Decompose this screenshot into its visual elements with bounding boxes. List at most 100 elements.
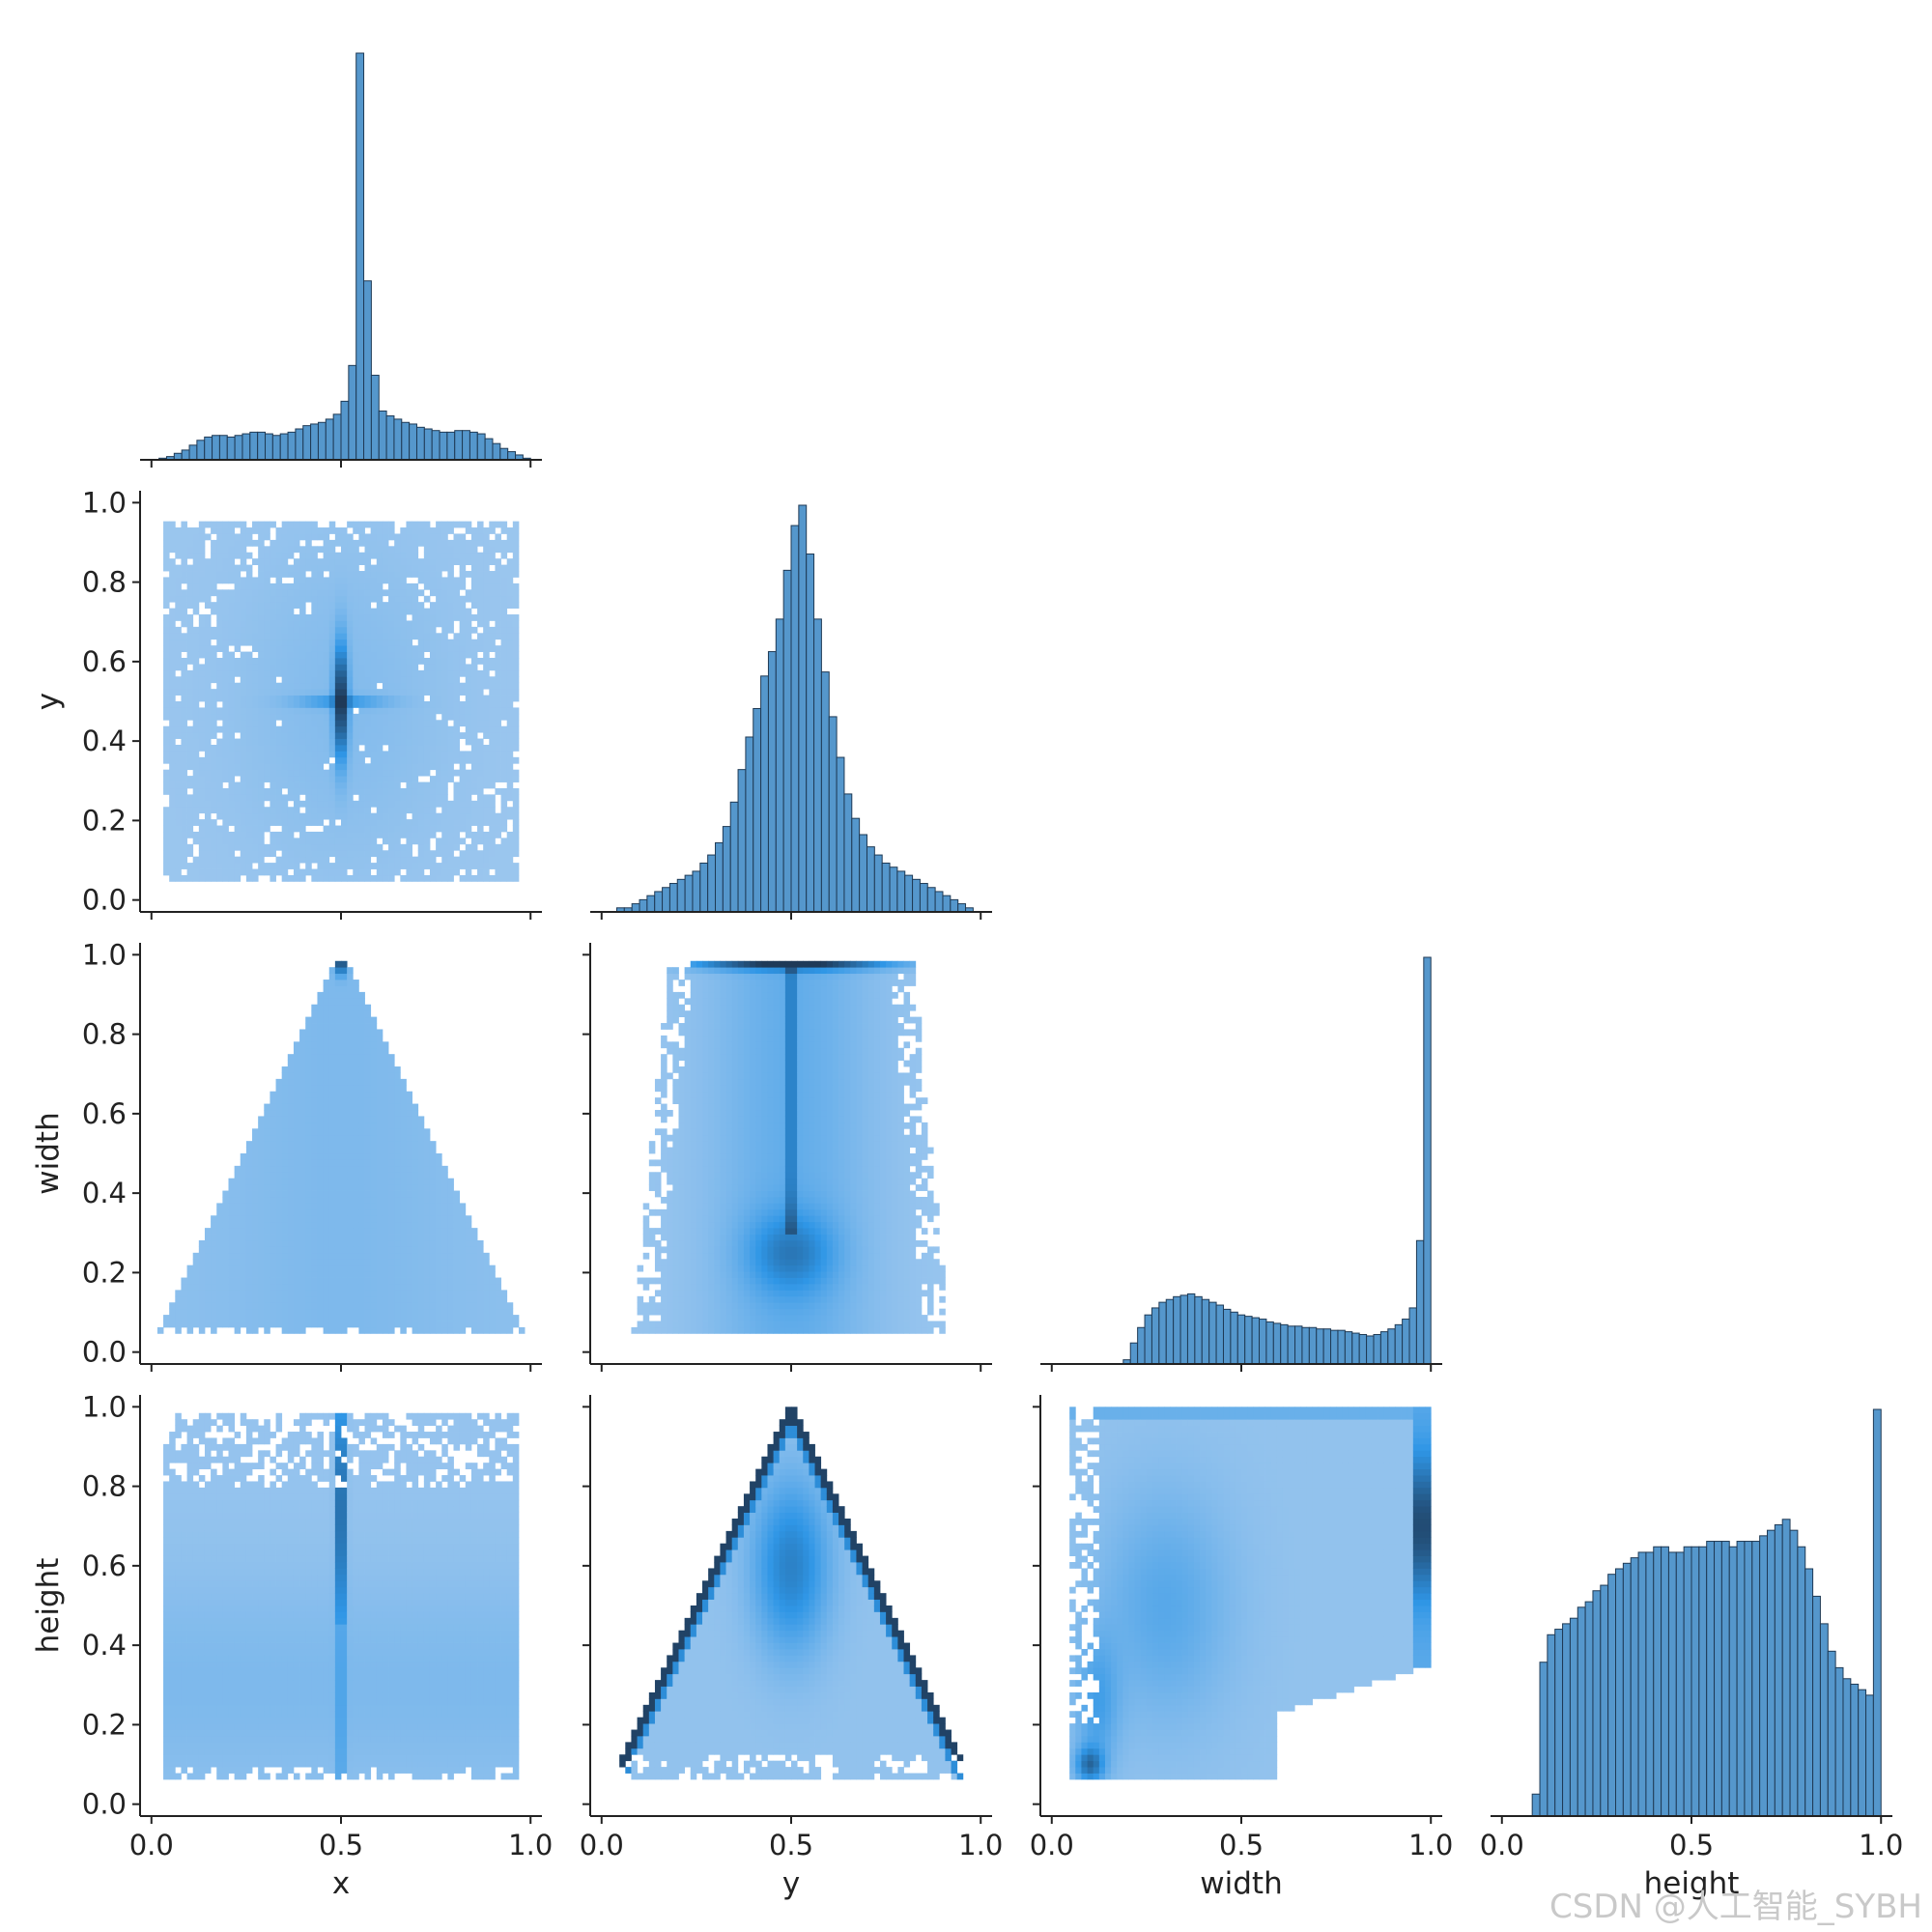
heatmap-cell [245,1208,253,1216]
heatmap-cell [323,1041,330,1049]
heatmap-cell [364,664,372,671]
heatmap-cell [328,738,336,746]
heatmap-cell [281,701,289,708]
heatmap-cell [317,781,324,789]
heatmap-cell [406,1128,412,1136]
heatmap-cell [234,1184,242,1191]
heatmap-cell [293,527,300,534]
heatmap-cell [317,582,324,590]
heatmap-cell [406,1215,412,1223]
heatmap-cell [245,682,253,690]
heatmap-cell [240,608,247,615]
heatmap-cell [264,577,270,584]
heatmap-cell [204,1315,212,1321]
hist-bar-x [385,415,395,461]
heatmap-cell [245,776,253,782]
heatmap-cell [412,1315,419,1321]
heatmap-cell [334,1190,342,1198]
heatmap-cell [275,527,283,534]
heatmap-cell [328,695,336,702]
heatmap-cell [370,738,378,746]
heatmap-cell [228,533,236,541]
heatmap-cell [258,539,265,547]
heatmap-cell [376,751,384,758]
heatmap-cell [281,1283,289,1291]
heatmap-cell [370,1041,378,1049]
heatmap-cell [388,744,395,752]
heatmap-cell [299,608,306,615]
heatmap-cell [192,856,200,864]
heatmap-cell [429,850,437,858]
heatmap-cell [364,1196,372,1204]
heatmap-cell [204,639,212,646]
heatmap-cell [264,521,270,528]
heatmap-cell [281,819,289,826]
heatmap-cell [459,595,467,603]
heatmap-cell [311,527,318,534]
heatmap-cell [216,1290,223,1297]
heatmap-cell [211,787,217,795]
heatmap-cell [305,645,312,652]
heatmap-cell [252,539,259,547]
heatmap-cell [275,558,283,566]
heatmap-cell [459,800,467,808]
heatmap-cell [163,787,170,795]
heatmap-cell [423,658,431,665]
heatmap-cell [400,1271,407,1278]
heatmap-cell [364,1239,372,1247]
heatmap-cell [169,819,176,826]
heatmap-cell [252,1215,259,1223]
heatmap-cell [211,1326,217,1334]
heatmap-cell [495,863,501,869]
heatmap-cell [211,751,217,758]
heatmap-cell [264,1234,270,1241]
heatmap-cell [447,843,454,851]
heatmap-cell [252,626,259,634]
heatmap-cell [423,744,431,752]
heatmap-cell [169,1302,176,1310]
heatmap-cell [447,800,454,808]
heatmap-cell [175,825,182,833]
heatmap-cell [234,1315,242,1321]
heatmap-cell [341,1141,348,1148]
heatmap-cell [394,800,401,808]
heatmap-cell [358,552,365,559]
heatmap-cell [506,787,514,795]
heatmap-cell [216,1203,223,1210]
hist-bar-y [881,862,891,913]
heatmap-cell [228,1184,236,1191]
hist-bar-x [340,400,350,461]
heatmap-cell [406,756,412,764]
heatmap-cell [512,558,520,566]
joint-heatmap-x-y [163,521,520,882]
heatmap-cell [400,701,407,708]
heatmap-cell [305,1041,312,1049]
heatmap-cell [376,1215,384,1223]
heatmap-cell [429,738,437,746]
hist-bar-y [767,651,777,913]
heatmap-cell [204,1271,212,1278]
heatmap-cell [417,1321,425,1328]
heatmap-cell [394,1085,401,1093]
heatmap-cell [364,1153,372,1160]
heatmap-cell [216,564,223,572]
heatmap-cell [204,850,212,858]
heatmap-cell [192,533,200,541]
heatmap-cell [181,614,187,621]
heatmap-cell [347,1153,354,1160]
heatmap-cell [382,1259,389,1266]
heatmap-cell [459,608,467,615]
heatmap-cell [270,756,276,764]
hist-bar-width [1173,1295,1181,1365]
heatmap-cell [211,769,217,777]
heatmap-cell [400,856,407,864]
heatmap-cell [500,676,508,684]
heatmap-cell [376,1165,384,1173]
heatmap-cell [281,614,289,621]
heatmap-cell [181,787,187,795]
heatmap-cell [222,1290,229,1297]
heatmap-cell [417,838,425,845]
heatmap-cell [186,645,194,652]
heatmap-cell [264,756,270,764]
heatmap-cell [328,614,336,621]
